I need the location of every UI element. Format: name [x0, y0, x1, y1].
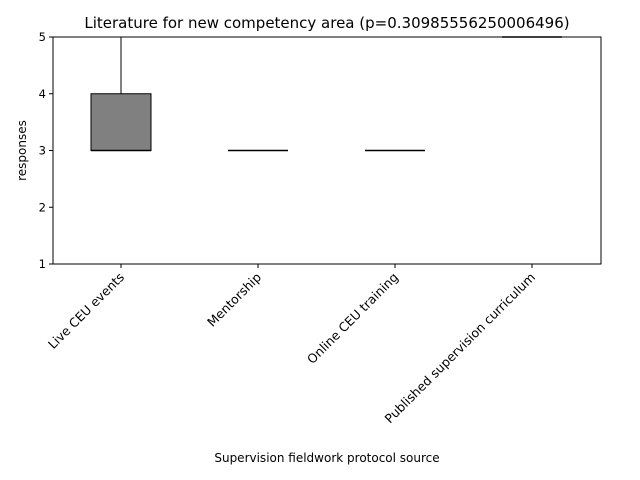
x-axis-label: Supervision fieldwork protocol source	[214, 451, 439, 465]
chart-title: Literature for new competency area (p=0.…	[84, 14, 569, 32]
y-tick-label: 3	[39, 144, 46, 158]
axes-frame	[52, 36, 602, 265]
x-tick-label: Mentorship	[204, 269, 264, 329]
y-tick-label: 5	[39, 30, 46, 44]
x-tick-label: Live CEU events	[45, 270, 127, 352]
plot-area: 1 2 3 4 5 Live CEU events Mentorship Online CEU…	[39, 30, 562, 426]
box-body	[90, 93, 152, 151]
x-tick-label: Online CEU training	[304, 270, 401, 367]
x-tick-label: Published supervision curriculum	[382, 270, 539, 427]
y-tick-label: 1	[39, 257, 46, 271]
y-axis-label: responses	[15, 120, 29, 181]
y-tick-label: 4	[39, 87, 46, 101]
y-tick-label: 2	[39, 200, 46, 214]
